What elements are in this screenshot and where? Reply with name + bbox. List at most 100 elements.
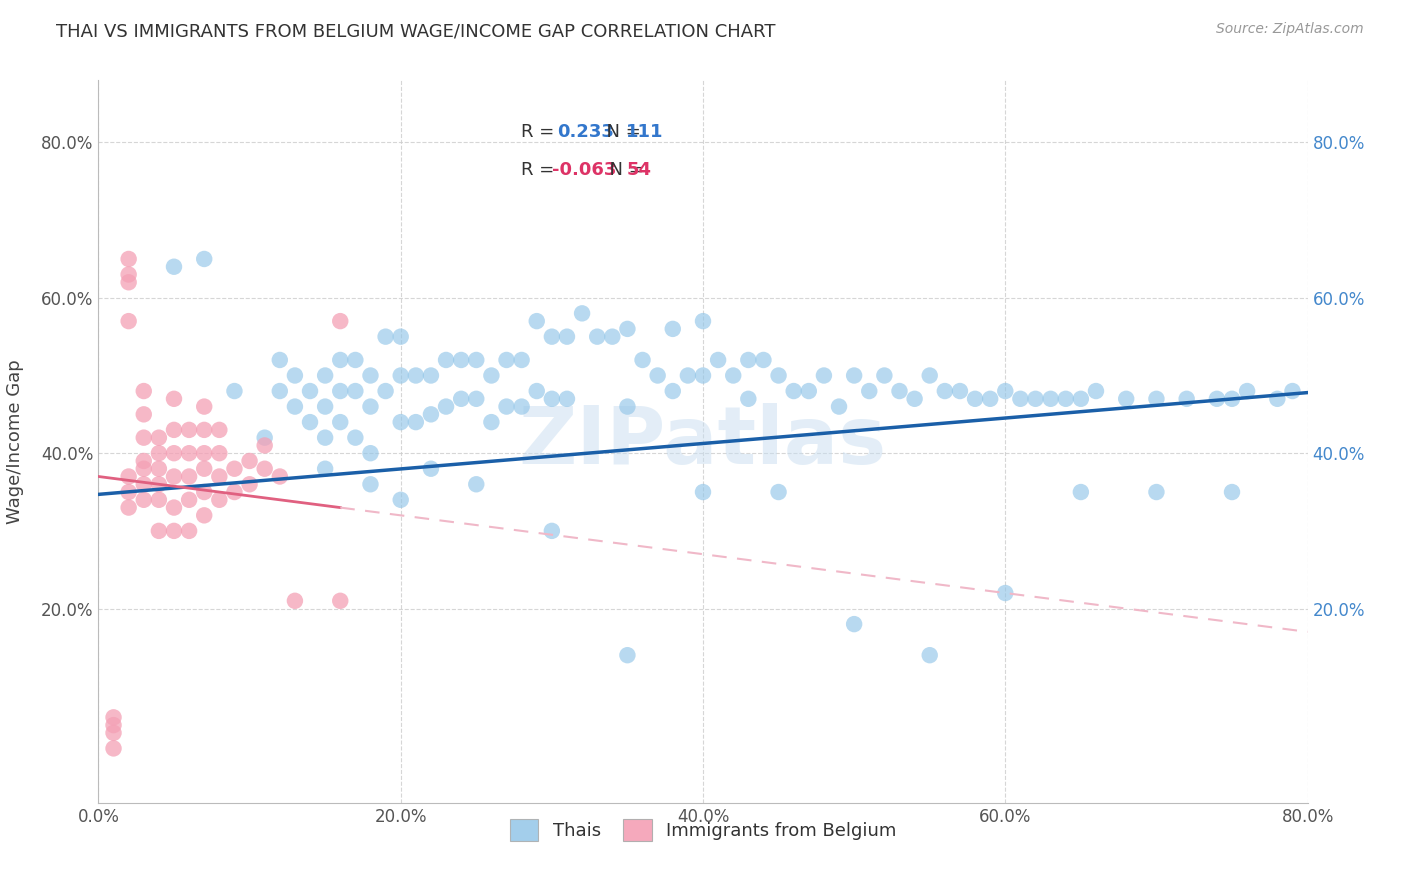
- Point: [132, 492, 155, 507]
- Point: [555, 329, 578, 343]
- Y-axis label: Wage/Income Gap: Wage/Income Gap: [7, 359, 24, 524]
- Point: [1070, 485, 1092, 500]
- Point: [193, 485, 215, 500]
- Point: [737, 392, 759, 406]
- Point: [586, 329, 609, 343]
- Point: [118, 275, 141, 289]
- Point: [450, 392, 472, 406]
- Point: [132, 477, 155, 491]
- Point: [616, 400, 638, 414]
- Text: R =: R =: [520, 122, 565, 141]
- Point: [239, 454, 262, 468]
- Point: [873, 368, 896, 383]
- Point: [329, 415, 352, 429]
- Point: [1085, 384, 1108, 398]
- Point: [1039, 392, 1062, 406]
- Point: [420, 408, 443, 422]
- Point: [163, 469, 186, 483]
- Point: [344, 384, 367, 398]
- Point: [979, 392, 1001, 406]
- Point: [314, 368, 336, 383]
- Point: [1054, 392, 1077, 406]
- Point: [253, 461, 276, 475]
- Point: [239, 477, 262, 491]
- Point: [1267, 392, 1289, 406]
- Point: [208, 492, 231, 507]
- Text: ZIPatlas: ZIPatlas: [519, 402, 887, 481]
- Point: [465, 477, 488, 491]
- Point: [374, 384, 396, 398]
- Point: [193, 400, 215, 414]
- Point: [193, 461, 215, 475]
- Text: THAI VS IMMIGRANTS FROM BELGIUM WAGE/INCOME GAP CORRELATION CHART: THAI VS IMMIGRANTS FROM BELGIUM WAGE/INC…: [56, 22, 776, 40]
- Point: [148, 461, 170, 475]
- Point: [360, 368, 382, 383]
- Point: [118, 500, 141, 515]
- Point: [752, 353, 775, 368]
- Point: [314, 431, 336, 445]
- Point: [555, 392, 578, 406]
- Point: [918, 368, 941, 383]
- Text: R =: R =: [520, 161, 560, 178]
- Point: [631, 353, 654, 368]
- Point: [118, 252, 141, 266]
- Point: [118, 314, 141, 328]
- Point: [148, 492, 170, 507]
- Point: [193, 252, 215, 266]
- Point: [737, 353, 759, 368]
- Point: [344, 353, 367, 368]
- Point: [132, 431, 155, 445]
- Point: [269, 469, 291, 483]
- Point: [179, 446, 201, 460]
- Point: [510, 353, 533, 368]
- Point: [253, 438, 276, 452]
- Point: [284, 400, 307, 414]
- Text: -0.063: -0.063: [551, 161, 616, 178]
- Point: [465, 353, 488, 368]
- Point: [889, 384, 911, 398]
- Point: [118, 469, 141, 483]
- Text: 54: 54: [626, 161, 651, 178]
- Point: [1144, 485, 1167, 500]
- Point: [723, 368, 745, 383]
- Point: [797, 384, 820, 398]
- Point: [224, 485, 246, 500]
- Text: N =: N =: [595, 122, 647, 141]
- Point: [329, 314, 352, 328]
- Text: 111: 111: [626, 122, 664, 141]
- Point: [299, 415, 322, 429]
- Point: [1115, 392, 1137, 406]
- Point: [616, 322, 638, 336]
- Point: [193, 508, 215, 523]
- Point: [269, 384, 291, 398]
- Point: [103, 710, 125, 724]
- Point: [224, 384, 246, 398]
- Point: [420, 461, 443, 475]
- Point: [1281, 384, 1303, 398]
- Point: [495, 400, 517, 414]
- Point: [179, 524, 201, 538]
- Point: [540, 524, 562, 538]
- Point: [148, 431, 170, 445]
- Point: [813, 368, 835, 383]
- Point: [193, 423, 215, 437]
- Point: [360, 400, 382, 414]
- Point: [1010, 392, 1032, 406]
- Point: [692, 485, 714, 500]
- Point: [193, 446, 215, 460]
- Point: [768, 485, 790, 500]
- Point: [389, 368, 412, 383]
- Point: [495, 353, 517, 368]
- Point: [118, 268, 141, 282]
- Point: [934, 384, 956, 398]
- Point: [389, 415, 412, 429]
- Point: [314, 461, 336, 475]
- Point: [768, 368, 790, 383]
- Point: [314, 400, 336, 414]
- Point: [163, 392, 186, 406]
- Point: [103, 718, 125, 732]
- Point: [360, 477, 382, 491]
- Point: [179, 492, 201, 507]
- Point: [389, 329, 412, 343]
- Point: [405, 368, 427, 383]
